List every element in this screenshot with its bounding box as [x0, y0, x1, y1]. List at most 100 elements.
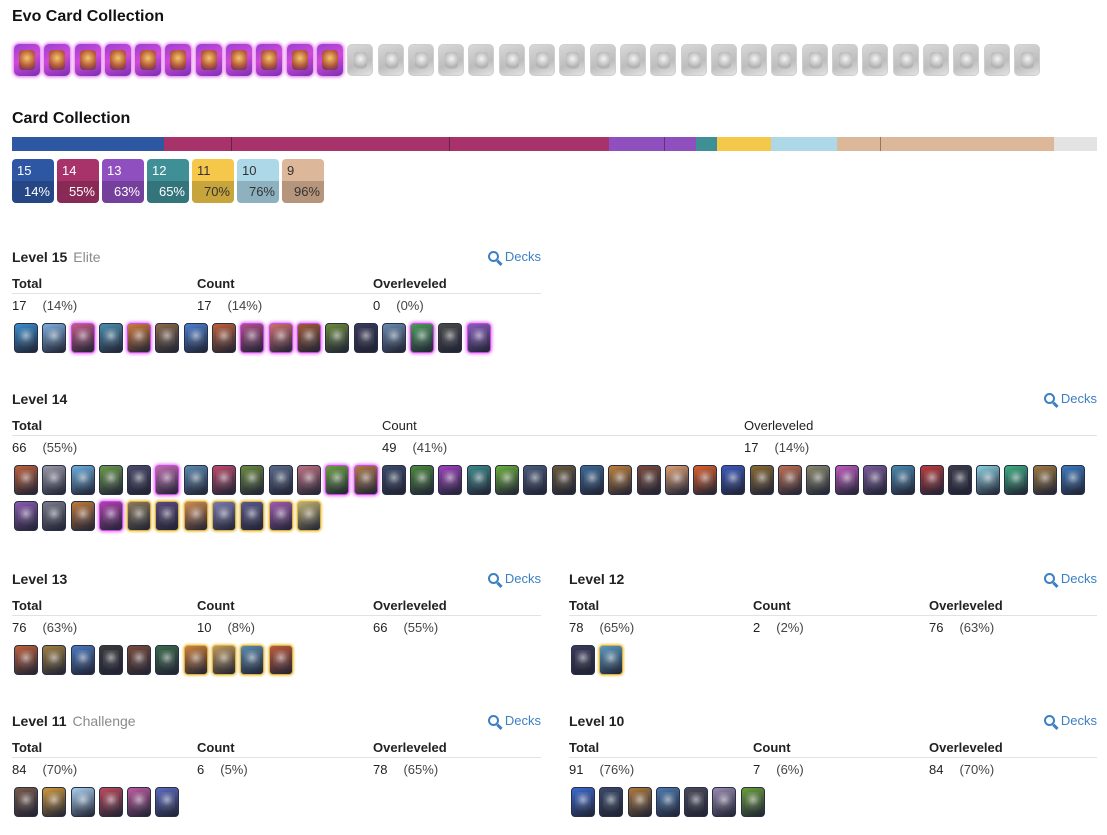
evo-card-unlocked[interactable]	[195, 44, 222, 76]
card-icon[interactable]	[1060, 465, 1085, 495]
card-icon[interactable]	[70, 501, 95, 531]
card-icon[interactable]	[98, 323, 123, 353]
card-icon[interactable]	[976, 465, 1001, 495]
card-icon[interactable]	[891, 465, 916, 495]
card-icon[interactable]	[127, 465, 152, 495]
card-icon[interactable]	[919, 465, 944, 495]
card-icon[interactable]	[466, 323, 491, 353]
card-icon[interactable]	[127, 787, 152, 817]
card-icon[interactable]	[778, 465, 803, 495]
card-icon[interactable]	[98, 787, 123, 817]
card-icon[interactable]	[1032, 465, 1057, 495]
card-icon[interactable]	[296, 501, 321, 531]
card-icon[interactable]	[523, 465, 548, 495]
evo-card-locked[interactable]	[741, 44, 768, 76]
card-icon[interactable]	[410, 465, 435, 495]
evo-card-unlocked[interactable]	[44, 44, 71, 76]
card-icon[interactable]	[495, 465, 520, 495]
decks-link[interactable]: Decks	[487, 249, 541, 264]
evo-card-locked[interactable]	[347, 44, 374, 76]
card-icon[interactable]	[636, 465, 661, 495]
card-icon[interactable]	[1004, 465, 1029, 495]
card-icon[interactable]	[98, 645, 123, 675]
evo-card-unlocked[interactable]	[74, 44, 101, 76]
card-icon[interactable]	[684, 787, 709, 817]
card-icon[interactable]	[42, 645, 67, 675]
card-icon[interactable]	[70, 465, 95, 495]
card-icon[interactable]	[127, 645, 152, 675]
evo-card-locked[interactable]	[377, 44, 404, 76]
evo-card-locked[interactable]	[498, 44, 525, 76]
card-icon[interactable]	[42, 465, 67, 495]
card-icon[interactable]	[70, 323, 95, 353]
card-icon[interactable]	[579, 465, 604, 495]
card-icon[interactable]	[42, 323, 67, 353]
decks-link[interactable]: Decks	[1043, 571, 1097, 586]
decks-link[interactable]: Decks	[487, 713, 541, 728]
card-icon[interactable]	[14, 645, 38, 675]
evo-card-locked[interactable]	[650, 44, 677, 76]
card-icon[interactable]	[551, 465, 576, 495]
card-icon[interactable]	[438, 465, 463, 495]
card-icon[interactable]	[70, 787, 95, 817]
card-icon[interactable]	[627, 787, 652, 817]
card-icon[interactable]	[296, 465, 321, 495]
card-icon[interactable]	[212, 645, 237, 675]
card-icon[interactable]	[155, 465, 180, 495]
card-icon[interactable]	[240, 323, 265, 353]
evo-card-locked[interactable]	[801, 44, 828, 76]
card-icon[interactable]	[155, 323, 180, 353]
card-icon[interactable]	[693, 465, 718, 495]
card-icon[interactable]	[599, 645, 624, 675]
decks-link[interactable]: Decks	[1043, 391, 1097, 406]
card-icon[interactable]	[155, 645, 180, 675]
evo-card-locked[interactable]	[559, 44, 586, 76]
evo-card-locked[interactable]	[710, 44, 737, 76]
card-icon[interactable]	[98, 501, 123, 531]
card-icon[interactable]	[240, 645, 265, 675]
card-icon[interactable]	[14, 787, 38, 817]
card-icon[interactable]	[325, 323, 350, 353]
decks-link[interactable]: Decks	[487, 571, 541, 586]
card-icon[interactable]	[834, 465, 859, 495]
evo-card-locked[interactable]	[922, 44, 949, 76]
card-icon[interactable]	[155, 787, 180, 817]
card-icon[interactable]	[571, 645, 595, 675]
card-icon[interactable]	[466, 465, 491, 495]
card-icon[interactable]	[325, 465, 350, 495]
decks-link[interactable]: Decks	[1043, 713, 1097, 728]
card-icon[interactable]	[14, 323, 38, 353]
card-icon[interactable]	[381, 323, 406, 353]
evo-card-locked[interactable]	[407, 44, 434, 76]
evo-card-locked[interactable]	[438, 44, 465, 76]
card-icon[interactable]	[14, 465, 38, 495]
evo-card-unlocked[interactable]	[104, 44, 131, 76]
card-icon[interactable]	[655, 787, 680, 817]
card-icon[interactable]	[806, 465, 831, 495]
evo-card-locked[interactable]	[680, 44, 707, 76]
card-icon[interactable]	[70, 645, 95, 675]
card-icon[interactable]	[353, 323, 378, 353]
card-icon[interactable]	[155, 501, 180, 531]
card-icon[interactable]	[947, 465, 972, 495]
card-icon[interactable]	[183, 501, 208, 531]
card-icon[interactable]	[42, 787, 67, 817]
evo-card-unlocked[interactable]	[135, 44, 162, 76]
card-icon[interactable]	[183, 465, 208, 495]
evo-card-unlocked[interactable]	[14, 44, 40, 76]
card-icon[interactable]	[268, 645, 293, 675]
card-icon[interactable]	[127, 501, 152, 531]
card-icon[interactable]	[438, 323, 463, 353]
card-icon[interactable]	[240, 501, 265, 531]
card-icon[interactable]	[721, 465, 746, 495]
card-icon[interactable]	[712, 787, 737, 817]
evo-card-unlocked[interactable]	[226, 44, 253, 76]
card-icon[interactable]	[240, 465, 265, 495]
card-icon[interactable]	[353, 465, 378, 495]
evo-card-unlocked[interactable]	[165, 44, 192, 76]
evo-card-locked[interactable]	[619, 44, 646, 76]
card-icon[interactable]	[127, 323, 152, 353]
evo-card-locked[interactable]	[862, 44, 889, 76]
evo-card-locked[interactable]	[529, 44, 556, 76]
card-icon[interactable]	[212, 501, 237, 531]
